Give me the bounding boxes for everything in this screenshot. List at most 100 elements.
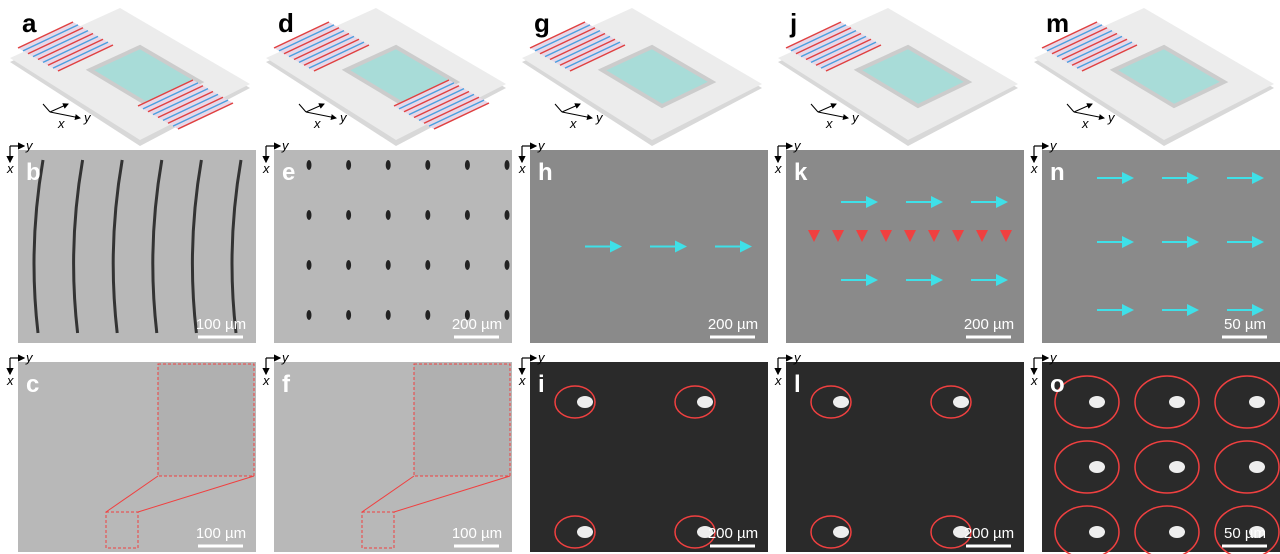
- axis-label: x: [262, 161, 270, 176]
- spot: [505, 160, 510, 170]
- scale-bar-label: 100 µm: [196, 525, 246, 542]
- spot: [386, 160, 391, 170]
- panel-letter: c: [26, 371, 39, 398]
- panel-letter: m: [1046, 8, 1069, 38]
- scale-bar-label: 50 µm: [1224, 316, 1266, 333]
- particle: [577, 396, 593, 408]
- axis-arrow: [306, 112, 336, 118]
- spot: [307, 210, 312, 220]
- particle: [1089, 396, 1105, 408]
- axis-label: x: [57, 116, 65, 131]
- axis-arrow: [555, 104, 562, 112]
- spot: [505, 310, 510, 320]
- axis-arrow: [43, 104, 50, 112]
- micrograph: [530, 362, 768, 552]
- axis-label: x: [262, 373, 270, 388]
- micrograph: [18, 150, 256, 343]
- axis-label: x: [518, 161, 526, 176]
- spot: [307, 160, 312, 170]
- panel-letter: j: [789, 8, 797, 38]
- axis-label: x: [1030, 373, 1038, 388]
- axis-label: x: [569, 116, 577, 131]
- spot: [346, 210, 351, 220]
- scale-bar-label: 200 µm: [964, 525, 1014, 542]
- panel-letter: e: [282, 159, 295, 186]
- panel-letter: a: [22, 8, 37, 38]
- panel-letter: l: [794, 371, 801, 398]
- panel-letter: n: [1050, 159, 1065, 186]
- axis-arrow: [562, 112, 592, 118]
- spot: [307, 310, 312, 320]
- spot: [425, 260, 430, 270]
- particle: [577, 526, 593, 538]
- axis-arrow: [818, 104, 836, 112]
- axis-label: x: [313, 116, 321, 131]
- axis-arrow: [306, 104, 324, 112]
- spot: [465, 260, 470, 270]
- micrograph: [786, 150, 1024, 343]
- axis-arrow: [1074, 112, 1104, 118]
- scale-bar-label: 200 µm: [708, 525, 758, 542]
- axis-label: x: [825, 116, 833, 131]
- spot: [346, 310, 351, 320]
- spot: [386, 310, 391, 320]
- spot: [425, 160, 430, 170]
- scale-bar-label: 100 µm: [196, 316, 246, 333]
- spot: [307, 260, 312, 270]
- scale-bar-label: 50 µm: [1224, 525, 1266, 542]
- zoom-inset: [414, 364, 510, 476]
- panel-letter: k: [794, 159, 808, 186]
- spot: [505, 260, 510, 270]
- particle: [1169, 526, 1185, 538]
- axis-label: x: [6, 373, 14, 388]
- zoom-inset: [158, 364, 254, 476]
- micrograph: [1042, 362, 1280, 552]
- scale-bar-label: 200 µm: [964, 316, 1014, 333]
- axis-arrow: [50, 112, 80, 118]
- particle: [697, 396, 713, 408]
- figure: xyab100 µmyxc100 µmyxxyde200 µmyxf100 µm…: [0, 0, 1280, 554]
- schematic: xy: [778, 8, 1018, 146]
- particle: [1169, 461, 1185, 473]
- axis-label: x: [774, 373, 782, 388]
- particle: [1249, 396, 1265, 408]
- scale-bar-label: 200 µm: [708, 316, 758, 333]
- axis-arrow: [50, 104, 68, 112]
- spot: [465, 160, 470, 170]
- axis-label: x: [6, 161, 14, 176]
- particle: [1089, 526, 1105, 538]
- axis-label: x: [1081, 116, 1089, 131]
- axis-label: x: [774, 161, 782, 176]
- particle: [953, 396, 969, 408]
- axis-arrow: [1067, 104, 1074, 112]
- panel-letter: g: [534, 8, 550, 38]
- scale-bar-label: 200 µm: [452, 316, 502, 333]
- particle: [1169, 396, 1185, 408]
- spot: [505, 210, 510, 220]
- particle: [1249, 461, 1265, 473]
- axis-arrow: [818, 112, 848, 118]
- axis-arrow: [811, 104, 818, 112]
- panel-letter: f: [282, 371, 291, 398]
- axis-label: x: [1030, 161, 1038, 176]
- particle: [833, 396, 849, 408]
- panel-letter: b: [26, 159, 41, 186]
- spot: [346, 160, 351, 170]
- spot: [346, 260, 351, 270]
- axis-arrow: [299, 104, 306, 112]
- micrograph: [786, 362, 1024, 552]
- spot: [425, 210, 430, 220]
- scale-bar-label: 100 µm: [452, 525, 502, 542]
- panel-letter: o: [1050, 371, 1065, 398]
- spot: [386, 210, 391, 220]
- axis-label: x: [518, 373, 526, 388]
- particle: [833, 526, 849, 538]
- axis-arrow: [562, 104, 580, 112]
- panel-letter: d: [278, 8, 294, 38]
- panel-letter: i: [538, 371, 545, 398]
- spot: [425, 310, 430, 320]
